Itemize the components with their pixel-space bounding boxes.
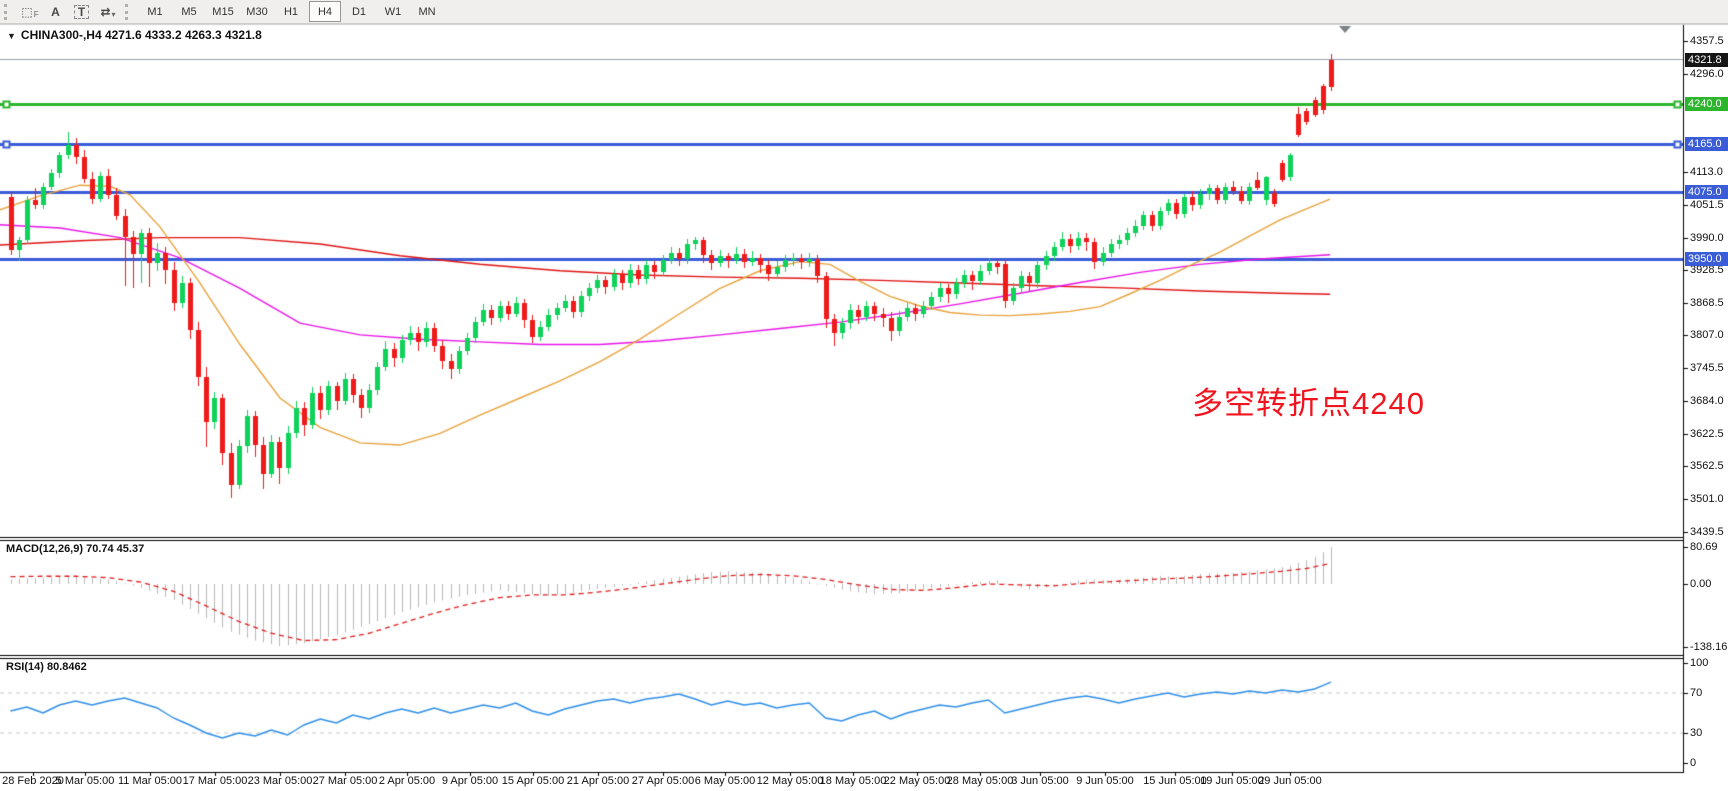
timeframe-button-H4[interactable]: H4 <box>309 1 341 22</box>
time-tick-label: 9 Jun 05:00 <box>1076 775 1134 787</box>
rsi-indicator-label: RSI(14) 80.8462 <box>6 661 87 673</box>
timeframe-button-M30[interactable]: M30 <box>246 5 268 18</box>
timeframe-button-M1[interactable]: M1 <box>147 5 163 18</box>
price-tick-label: 3684.0 <box>1690 395 1724 407</box>
macd-indicator-label: MACD(12,26,9) 70.74 45.37 <box>6 543 145 555</box>
time-tick-label: 28 Feb 2020 <box>2 775 64 787</box>
indicator-tick-label: 0.00 <box>1690 578 1712 590</box>
time-tick-label: 18 May 05:00 <box>819 775 887 787</box>
time-tick-label: 15 Apr 05:00 <box>501 775 565 787</box>
price-tick-label: 3745.5 <box>1690 362 1724 374</box>
timeframe-button-W1[interactable]: W1 <box>384 5 402 18</box>
price-tick-label: 3990.0 <box>1690 232 1724 244</box>
price-tick-label: 3868.5 <box>1690 297 1724 309</box>
time-tick-label: 27 Apr 05:00 <box>631 775 695 787</box>
cycle-arrows-icon[interactable]: ⇄ ▾ <box>100 4 116 20</box>
time-tick-label: 28 May 05:00 <box>946 775 1014 787</box>
time-tick-label: 27 Mar 05:00 <box>312 775 378 787</box>
indicator-tick-label: 100 <box>1690 657 1709 669</box>
symbol-dropdown-icon[interactable]: ▼ <box>7 31 16 41</box>
price-tick-label: 3622.5 <box>1690 428 1724 440</box>
price-tick-label: 4357.5 <box>1690 35 1724 47</box>
time-tick-label: 9 Apr 05:00 <box>441 775 499 787</box>
indicator-tick-label: 30 <box>1690 727 1703 739</box>
time-tick-label: 17 Mar 05:00 <box>182 775 248 787</box>
price-tick-label: 3439.5 <box>1690 526 1724 538</box>
time-tick-label: 5 Mar 05:00 <box>55 775 115 787</box>
toolbar-grip[interactable] <box>125 3 134 20</box>
timeframe-toolbar: M1 M5 M15 M30 H1 H4 D1 W1 MN <box>138 1 444 22</box>
level-price-badge: 4165.0 <box>1685 137 1728 151</box>
indicator-tick-label: 0 <box>1690 757 1697 769</box>
price-tick-label: 3807.0 <box>1690 329 1724 341</box>
text-label-icon[interactable]: A <box>51 4 60 19</box>
time-tick-label: 22 May 05:00 <box>883 775 951 787</box>
time-tick-label: 11 Mar 05:00 <box>117 775 183 787</box>
timeframe-button-D1[interactable]: D1 <box>351 5 367 18</box>
level-price-badge: 3950.0 <box>1685 252 1728 266</box>
time-tick-label: 3 Jun 05:00 <box>1011 775 1069 787</box>
timeframe-button-M15[interactable]: M15 <box>212 5 234 18</box>
level-price-badge: 4075.0 <box>1685 185 1728 199</box>
time-tick-label: 21 Apr 05:00 <box>566 775 630 787</box>
chart-title: ▼ CHINA300-,H4 4271.6 4333.2 4263.3 4321.… <box>7 28 262 42</box>
time-tick-label: 19 Jun 05:00 <box>1200 775 1264 787</box>
toolbar: ⬚ F A T ⇄ ▾ M1 M5 M15 M30 H1 H4 D1 W1 MN <box>0 0 1728 24</box>
time-tick-label: 2 Apr 05:00 <box>378 775 436 787</box>
text-box-icon[interactable]: T <box>70 2 94 22</box>
chart-annotation-text[interactable]: 多空转折点4240 <box>1192 386 1425 421</box>
indicator-tick-label: 70 <box>1690 687 1703 699</box>
time-tick-label: 6 May 05:00 <box>694 775 756 787</box>
time-tick-label: 15 Jun 05:00 <box>1143 775 1207 787</box>
indicator-tick-label: -138.16 <box>1690 641 1728 653</box>
price-tick-label: 3562.5 <box>1690 460 1724 472</box>
price-tick-label: 4296.0 <box>1690 68 1724 80</box>
price-tick-label: 4113.0 <box>1690 166 1723 178</box>
timeframe-button-H1[interactable]: H1 <box>283 5 299 18</box>
time-tick-label: 23 Mar 05:00 <box>247 775 313 787</box>
level-price-badge: 4240.0 <box>1685 97 1728 111</box>
current-price-badge: 4321.8 <box>1685 53 1728 67</box>
time-tick-label: 29 Jun 05:00 <box>1258 775 1322 787</box>
timeframe-button-M5[interactable]: M5 <box>181 5 197 18</box>
price-tick-label: 3928.5 <box>1690 264 1724 276</box>
indicator-tick-label: 80.69 <box>1690 541 1718 553</box>
chart-title-text: CHINA300-,H4 4271.6 4333.2 4263.3 4321.8 <box>20 28 262 42</box>
toolbar-grip[interactable] <box>4 3 13 20</box>
snap-grid-icon[interactable]: ⬚ F <box>21 4 39 20</box>
price-tick-label: 3501.0 <box>1690 493 1724 505</box>
price-tick-label: 4051.5 <box>1690 199 1724 211</box>
time-tick-label: 12 May 05:00 <box>756 775 824 787</box>
timeframe-button-MN[interactable]: MN <box>418 5 436 18</box>
